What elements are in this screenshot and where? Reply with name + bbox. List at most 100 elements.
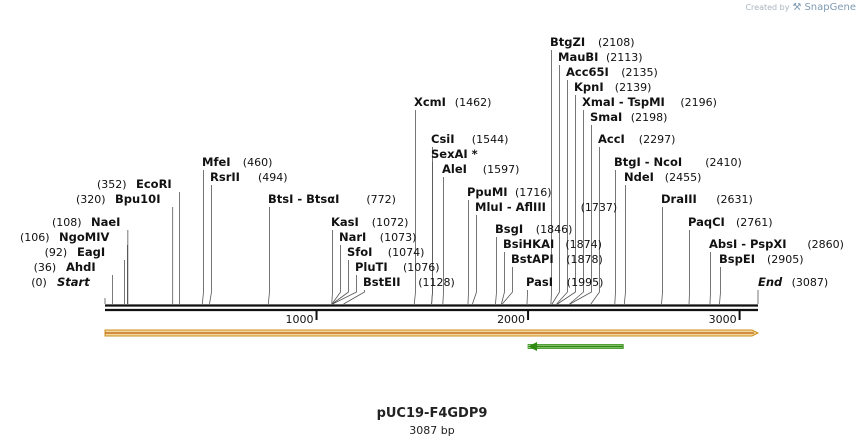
site-pos-paqci: (2761) bbox=[736, 216, 773, 229]
site-pos-acci: (2297) bbox=[639, 133, 676, 146]
site-name-rsrii: RsrII bbox=[210, 170, 240, 184]
snapgene-logo-icon: ⚒ bbox=[792, 2, 802, 13]
leader-btgi-ncoi bbox=[614, 170, 616, 305]
leader-alei bbox=[442, 177, 444, 305]
site-name-bspei: BspEI bbox=[719, 252, 755, 266]
leader-sexai bbox=[431, 162, 433, 305]
site-name-eagi: EagI bbox=[77, 245, 105, 259]
site-name-ahdi: AhdI bbox=[66, 260, 96, 274]
site-pos-xcmi: (1462) bbox=[455, 96, 492, 109]
site-name-draiii: DraIII bbox=[661, 192, 697, 206]
site-pos-ngomiv: (106) bbox=[20, 231, 50, 244]
site-name-xcmi: XcmI bbox=[414, 95, 446, 109]
site-pos-maubi: (2113) bbox=[606, 51, 643, 64]
site-name-ngomiv: NgoMIV bbox=[59, 230, 109, 244]
site-pos-csii: (1544) bbox=[472, 133, 509, 146]
site-name-bstapi: BstAPI bbox=[511, 252, 554, 266]
site-name-maubi: MauBI bbox=[558, 50, 598, 64]
leader-bstapi bbox=[501, 267, 513, 305]
leader-btgzi bbox=[550, 50, 552, 305]
site-labels: Start (0) AhdI (36) EagI (92) NgoMIV (106) NaeI (… bbox=[20, 35, 844, 289]
site-name-acc65i: Acc65I bbox=[566, 65, 609, 79]
credit-brand: SnapGene bbox=[804, 2, 856, 13]
plasmid-name: pUC19-F4GDP9 bbox=[376, 406, 488, 421]
leader-kasi bbox=[331, 230, 333, 305]
site-name-acci: AccI bbox=[598, 132, 625, 146]
site-pos-ahdi: (36) bbox=[34, 261, 57, 274]
site-pos-bpu10i: (320) bbox=[76, 193, 106, 206]
site-pos-end: (3087) bbox=[792, 276, 829, 289]
leader-btsi-bts-i bbox=[267, 207, 270, 305]
site-pos-ndei: (2455) bbox=[665, 171, 702, 184]
site-pos-btsi-bts-i: (772) bbox=[366, 193, 396, 206]
site-name-bsgi: BsgI bbox=[495, 222, 523, 236]
site-name-absi-pspxi: AbsI - PspXI bbox=[709, 237, 787, 251]
site-name-bsihkai: BsiHKAI bbox=[503, 237, 554, 251]
site-name-paqci: PaqCI bbox=[688, 215, 725, 229]
leader-ppumi bbox=[467, 200, 469, 305]
leader-acc65i bbox=[556, 80, 568, 305]
site-pos-ecori: (352) bbox=[97, 178, 127, 191]
leader-mlui-afliii bbox=[472, 215, 477, 305]
site-name-csii: CsiI bbox=[431, 132, 455, 146]
site-name-smai: SmaI bbox=[590, 110, 622, 124]
leader-draiii bbox=[661, 207, 663, 305]
site-pos-acc65i: (2135) bbox=[621, 66, 658, 79]
site-name-ppumi: PpuMI bbox=[467, 185, 508, 199]
site-pos-btgi-ncoi: (2410) bbox=[705, 156, 742, 169]
features bbox=[104, 329, 760, 351]
site-pos-bsgi: (1846) bbox=[536, 223, 573, 236]
primer-arrowhead bbox=[528, 342, 538, 351]
site-name-ecori: EcoRI bbox=[136, 177, 172, 191]
leader-xcmi bbox=[413, 110, 416, 305]
site-pos-rsrii: (494) bbox=[258, 171, 288, 184]
site-pos-btgzi: (2108) bbox=[598, 36, 635, 49]
ruler-label-2000: 2000 bbox=[497, 313, 525, 326]
site-pos-bspei: (2905) bbox=[767, 253, 804, 266]
leader-nari bbox=[331, 245, 341, 305]
site-pos-nari: (1073) bbox=[380, 231, 417, 244]
site-name-pluti: PluTI bbox=[355, 260, 388, 274]
site-pos-mfei: (460) bbox=[243, 156, 273, 169]
site-pos-draiii: (2631) bbox=[716, 193, 753, 206]
ruler-label-3000: 3000 bbox=[709, 313, 737, 326]
site-pos-bstapi: (1878) bbox=[566, 253, 603, 266]
leader-kpni bbox=[557, 95, 576, 305]
site-pos-naei: (108) bbox=[52, 216, 82, 229]
site-pos-bsihkai: (1874) bbox=[565, 238, 602, 251]
site-name-bsteii: BstEII bbox=[363, 275, 401, 289]
site-name-btgzi: BtgZI bbox=[550, 35, 585, 49]
site-name-nari: NarI bbox=[339, 230, 366, 244]
site-name-end: End bbox=[758, 275, 783, 289]
site-pos-pluti: (1076) bbox=[403, 261, 440, 274]
site-name-mlui-afliii: MluI - AflIII bbox=[475, 200, 546, 214]
backbone bbox=[105, 304, 758, 312]
leader-bspei bbox=[719, 267, 721, 305]
site-pos-pasi: (1995) bbox=[567, 276, 604, 289]
leader-maubi bbox=[551, 65, 560, 305]
credit-text: Created by bbox=[745, 3, 790, 12]
leader-ndei bbox=[623, 185, 626, 305]
site-name-pasi: PasI bbox=[526, 275, 553, 289]
site-pos-sfoi: (1074) bbox=[388, 246, 425, 259]
site-leaders bbox=[104, 50, 759, 305]
site-name-sexai: SexAI * bbox=[431, 147, 478, 161]
site-name-btgi-ncoi: BtgI - NcoI bbox=[614, 155, 682, 169]
leader-smai bbox=[569, 125, 592, 305]
leader-sfoi bbox=[331, 260, 349, 305]
site-name-kasi: KasI bbox=[331, 215, 359, 229]
site-name-btsi-bts-i: BtsI - BtsαI bbox=[268, 192, 339, 206]
ruler-label-1000: 1000 bbox=[286, 313, 314, 326]
site-pos-ppumi: (1716) bbox=[515, 186, 552, 199]
snapgene-credit: Created by ⚒ SnapGene bbox=[745, 2, 856, 13]
site-pos-xmai-tspmi: (2196) bbox=[680, 96, 717, 109]
leader-rsrii bbox=[209, 185, 212, 305]
site-pos-eagi: (92) bbox=[45, 246, 68, 259]
leader-xmai-tspmi bbox=[569, 110, 584, 305]
plasmid-length: 3087 bp bbox=[409, 424, 455, 437]
ruler: 1000 2000 3000 bbox=[286, 311, 741, 326]
site-name-xmai-tspmi: XmaI - TspMI bbox=[582, 95, 665, 109]
leader-bsteii bbox=[343, 290, 365, 305]
leader-bsgi bbox=[495, 237, 497, 305]
